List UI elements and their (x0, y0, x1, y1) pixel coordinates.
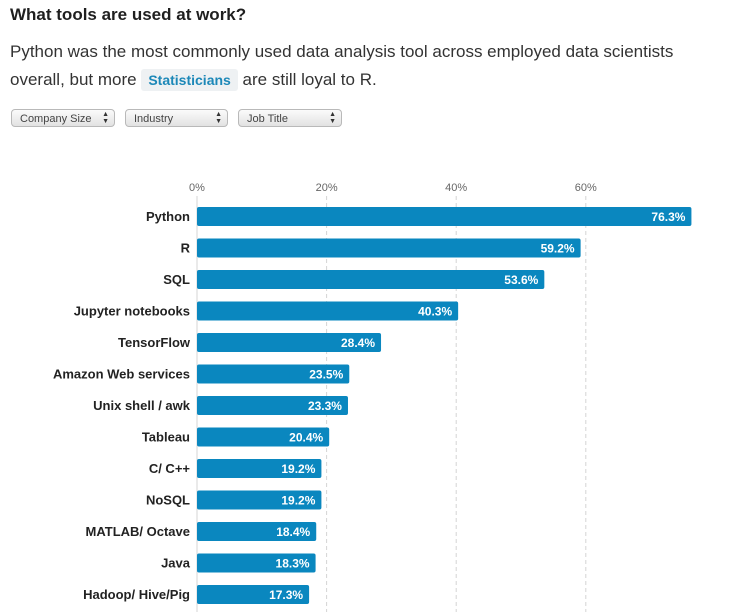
category-label: Tableau (142, 430, 190, 445)
value-label: 23.3% (308, 399, 342, 413)
tick-label: 20% (316, 182, 338, 194)
value-label: 20.4% (289, 431, 323, 445)
job-title-select[interactable]: Job Title ▲ ▼ (238, 109, 342, 127)
value-label: 53.6% (504, 273, 538, 287)
value-label: 18.3% (276, 557, 310, 571)
select-arrows-icon: ▲ ▼ (215, 111, 222, 125)
bar (197, 364, 350, 384)
value-label: 18.4% (276, 525, 310, 539)
category-label: C/ C++ (149, 461, 191, 476)
bar (197, 270, 545, 289)
category-label: Hadoop/ Hive/Pig (83, 587, 190, 602)
bar (197, 585, 310, 604)
category-label: Amazon Web services (53, 367, 190, 382)
filter-bar: Company Size ▲ ▼ Industry ▲ ▼ Job Title ▲ ▼ (11, 109, 352, 127)
bar (197, 238, 581, 258)
select-arrows-icon: ▲ ▼ (329, 111, 336, 125)
category-label: NoSQL (146, 493, 190, 508)
category-label: TensorFlow (118, 335, 191, 350)
statisticians-highlight[interactable]: Statisticians (141, 69, 238, 91)
bar (197, 522, 317, 541)
tick-label: 40% (445, 182, 467, 194)
industry-select[interactable]: Industry ▲ ▼ (125, 109, 228, 127)
chart-subtitle: Python was the most commonly used data a… (10, 38, 710, 94)
company-size-select-label: Company Size (20, 113, 92, 125)
category-label: R (181, 241, 191, 256)
category-label: Unix shell / awk (93, 398, 191, 413)
bar (197, 553, 316, 573)
bar (197, 427, 330, 447)
category-label: MATLAB/ Octave (86, 524, 191, 539)
bar (197, 333, 382, 352)
value-label: 28.4% (341, 336, 375, 350)
tick-label: 60% (575, 182, 597, 194)
value-label: 23.5% (309, 368, 343, 382)
value-label: 19.2% (281, 462, 315, 476)
company-size-select[interactable]: Company Size ▲ ▼ (11, 109, 115, 127)
bar (197, 396, 348, 415)
industry-select-label: Industry (134, 113, 174, 125)
value-label: 76.3% (651, 210, 685, 224)
category-label: Java (161, 556, 191, 571)
value-label: 40.3% (418, 305, 452, 319)
category-label: SQL (163, 272, 190, 287)
bar (197, 301, 459, 321)
tick-label: 0% (189, 182, 205, 194)
bar (197, 207, 692, 226)
value-label: 59.2% (541, 242, 575, 256)
category-label: Python (146, 209, 190, 224)
value-label: 19.2% (281, 494, 315, 508)
subtitle-text-after: are still loyal to R. (237, 70, 377, 89)
bar (197, 459, 322, 478)
category-label: Jupyter notebooks (74, 304, 190, 319)
value-label: 17.3% (269, 588, 303, 602)
chart-title: What tools are used at work? (10, 5, 247, 24)
bar (197, 490, 322, 510)
select-arrows-icon: ▲ ▼ (102, 111, 109, 125)
job-title-select-label: Job Title (247, 113, 288, 125)
subtitle-text-before: Python was the most commonly used data a… (10, 42, 674, 89)
